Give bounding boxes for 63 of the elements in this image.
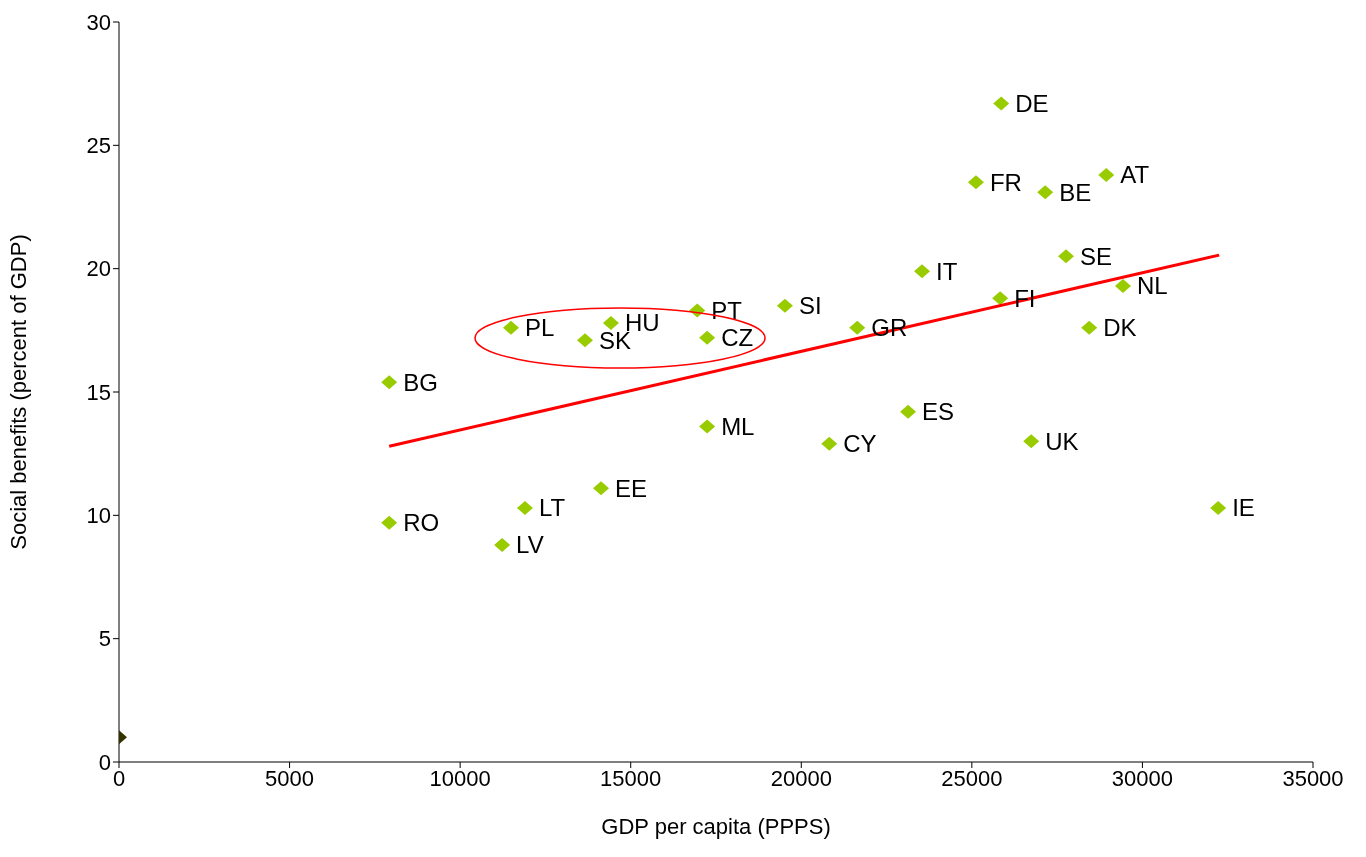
point [900,404,917,419]
y-tick-label: 15 [86,379,111,405]
x-tick-label: 10000 [429,765,491,791]
point [577,333,593,348]
x-tick-label: 15000 [600,765,662,791]
annotation: FR [989,168,1022,196]
annotation: CY [843,430,877,458]
x-tick-label: 5000 [265,765,315,791]
y-tick-label: 0 [98,749,111,775]
annotation: SI [798,292,822,320]
annotation: PL [524,314,555,342]
point [602,315,619,330]
annotation: ES [922,398,955,426]
x-axis-title: GDP per capita (PPPS) [601,814,831,839]
annotation: AT [1120,161,1150,189]
annotation: DK [1103,314,1137,342]
annotation: NL [1136,272,1168,300]
annotation: LT [538,494,566,522]
annotation: BE [1059,178,1092,206]
annotation: IE [1232,494,1255,522]
x-tick-label: 35000 [1282,765,1344,791]
annotation: ML [721,413,755,441]
annotation: PT [711,297,743,325]
point [699,330,716,345]
point [1114,278,1131,293]
point [914,264,931,279]
y-tick-label: 25 [86,133,111,159]
point [381,515,398,530]
point [967,175,984,190]
point [849,320,866,335]
point [992,291,1009,306]
annotation: CZ [721,324,754,352]
point [1098,167,1115,182]
x-tick-label: 30000 [1111,765,1174,791]
y-axis-title: Social benefits (percent of GDP) [5,234,31,550]
annotation: RO [403,509,440,537]
annotation: IT [936,257,958,285]
point [1023,434,1040,449]
y-tick-label: 20 [86,256,111,282]
point [993,96,1010,111]
point [494,537,511,552]
point [502,320,519,335]
point [516,500,533,515]
y-tick-label: 10 [86,503,111,529]
point [593,481,610,496]
x-tick-label: 25000 [941,765,1003,791]
point [1037,185,1054,200]
point [776,298,793,313]
annotation: LV [516,531,544,559]
y-tick-label: 5 [98,626,111,652]
x-tick-label: 20000 [770,765,832,791]
point [381,375,398,390]
point [699,419,716,434]
annotation: DE [1015,89,1049,117]
point [1210,500,1227,515]
point [1081,320,1098,335]
annotation: EE [615,474,648,502]
annotation: UK [1045,427,1079,455]
point [1058,249,1075,264]
annotation: SE [1080,242,1113,270]
point [821,436,838,451]
y-tick-label: 30 [86,9,111,35]
annotation: BG [403,368,438,396]
